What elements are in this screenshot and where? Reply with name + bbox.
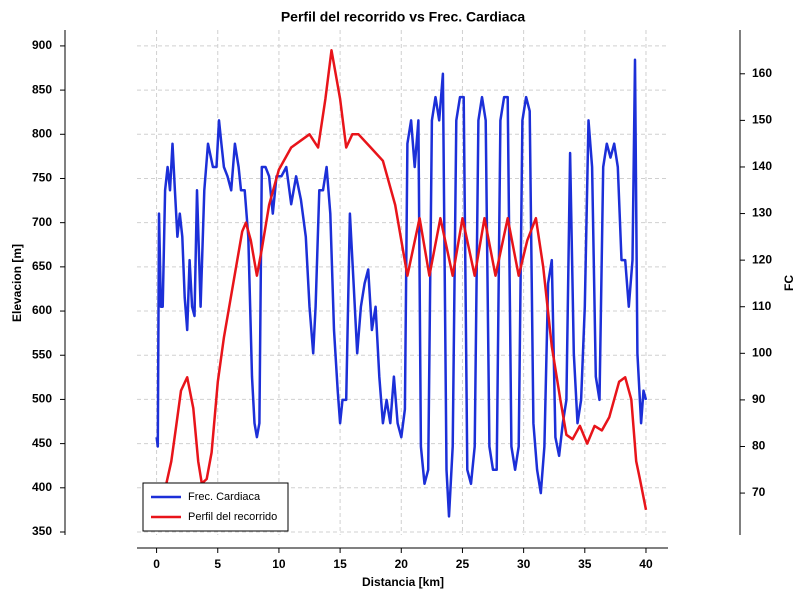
x-tick-label: 35 [578, 557, 592, 571]
y-tick-label: 400 [32, 480, 52, 494]
x-tick-label: 0 [153, 557, 160, 571]
y2-tick-label: 90 [752, 392, 766, 406]
y2-tick-label: 110 [752, 299, 772, 313]
legend-label: Frec. Cardiaca [188, 491, 261, 503]
y-tick-label: 500 [32, 392, 52, 406]
y-tick-label: 750 [32, 171, 52, 185]
x-tick-label: 10 [272, 557, 286, 571]
x-tick-label: 30 [517, 557, 531, 571]
y-tick-label: 850 [32, 82, 52, 96]
x-tick-label: 20 [395, 557, 409, 571]
y-tick-label: 350 [32, 524, 52, 538]
y-tick-label: 900 [32, 38, 52, 52]
y2-tick-label: 80 [752, 439, 766, 453]
legend-box [142, 482, 289, 532]
y2-axis-label: FC [782, 275, 796, 291]
y2-tick-label: 120 [752, 252, 772, 266]
x-tick-label: 25 [456, 557, 470, 571]
y-tick-label: 550 [32, 347, 52, 361]
legend-label: Perfil del recorrido [188, 511, 277, 523]
chart-title: Perfil del recorrido vs Frec. Cardiaca [281, 9, 526, 25]
y-tick-label: 450 [32, 436, 52, 450]
y2-tick-label: 150 [752, 113, 772, 127]
x-axis-label: Distancia [km] [362, 575, 444, 589]
y-tick-label: 700 [32, 215, 52, 229]
x-tick-label: 5 [214, 557, 221, 571]
y-tick-label: 650 [32, 259, 52, 273]
y2-tick-label: 160 [752, 66, 772, 80]
series-line [165, 49, 648, 511]
x-tick-label: 15 [333, 557, 347, 571]
y2-tick-label: 70 [752, 485, 766, 499]
x-tick-label: 40 [639, 557, 653, 571]
y-axis-label: Elevacion [m] [10, 244, 24, 322]
series-line [155, 58, 648, 518]
y2-tick-label: 140 [752, 159, 772, 173]
y-tick-label: 600 [32, 303, 52, 317]
y2-tick-label: 100 [752, 345, 772, 359]
y-tick-label: 800 [32, 126, 52, 140]
y2-tick-label: 130 [752, 206, 772, 220]
